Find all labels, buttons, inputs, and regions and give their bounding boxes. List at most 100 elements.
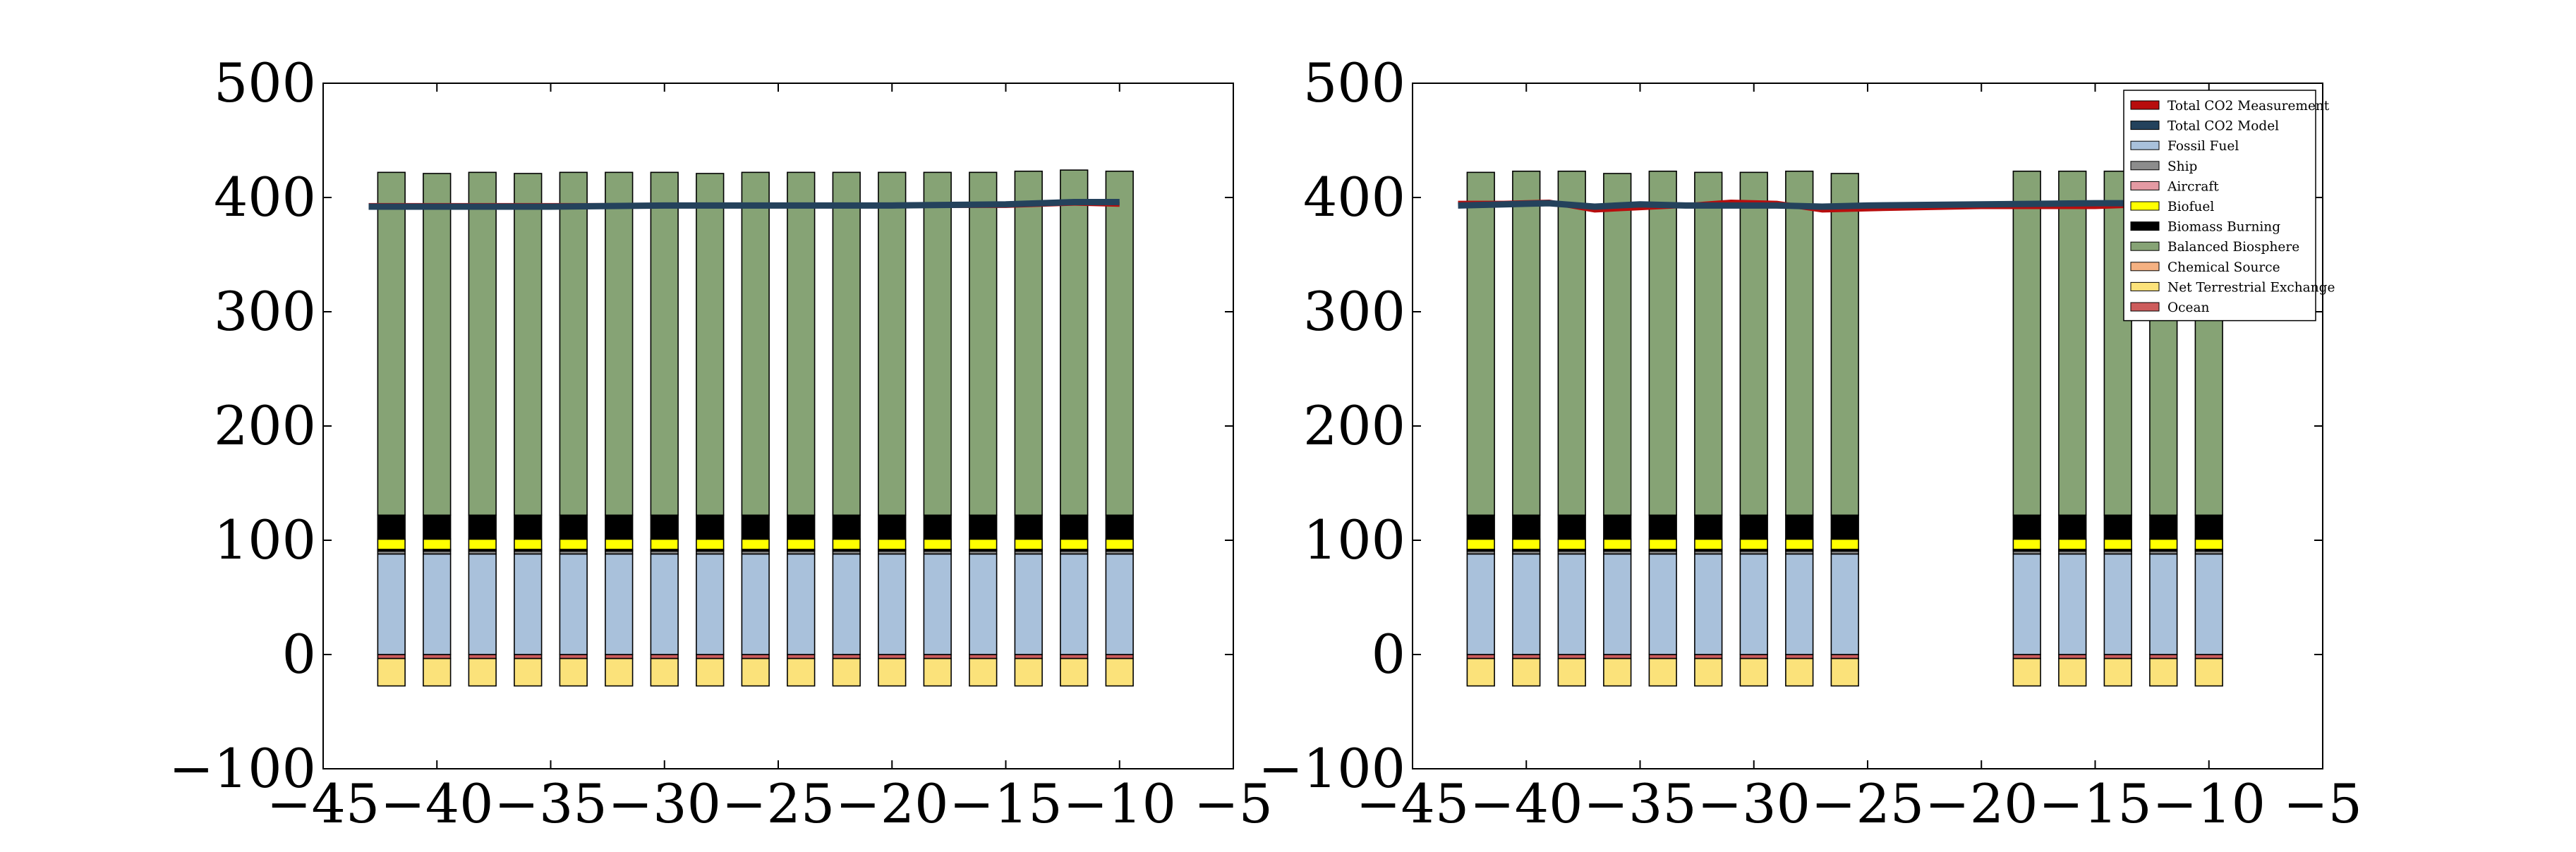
bar-biofuel bbox=[1830, 538, 1859, 550]
line-total-co2-model bbox=[368, 198, 1120, 210]
bar-biofuel bbox=[1694, 538, 1723, 550]
bar-net-terrestrial-exchange bbox=[1466, 657, 1495, 687]
x-tick-label: −10 bbox=[1063, 772, 1176, 835]
bar-biofuel bbox=[696, 538, 725, 550]
bar-net-terrestrial-exchange bbox=[1739, 657, 1768, 687]
bar-fossil-fuel bbox=[2058, 553, 2087, 655]
bar-biomass-burning bbox=[1739, 514, 1768, 540]
bar-fossil-fuel bbox=[2012, 553, 2041, 655]
bar-balanced-biosphere bbox=[696, 173, 725, 516]
axes-frame bbox=[322, 83, 1234, 769]
bar-balanced-biosphere bbox=[832, 171, 861, 516]
bar-balanced-biosphere bbox=[605, 171, 634, 516]
bar-net-terrestrial-exchange bbox=[1512, 657, 1541, 687]
bar-biomass-burning bbox=[696, 514, 725, 540]
bar-ocean bbox=[514, 654, 543, 659]
bar-fossil-fuel bbox=[2149, 553, 2178, 655]
bar-biofuel bbox=[1105, 538, 1134, 550]
bar-balanced-biosphere bbox=[878, 171, 907, 516]
bar-balanced-biosphere bbox=[514, 173, 543, 516]
bar-fossil-fuel bbox=[2194, 553, 2223, 655]
bar-fossil-fuel bbox=[1105, 553, 1134, 655]
bar-ocean bbox=[1512, 654, 1541, 659]
bar-biomass-burning bbox=[1557, 514, 1586, 540]
bar-ocean bbox=[2194, 654, 2223, 659]
bar-balanced-biosphere bbox=[1830, 173, 1859, 516]
legend-swatch-total-co2-measurement bbox=[2130, 100, 2160, 110]
legend-label-balanced-biosphere: Balanced Biosphere bbox=[2167, 240, 2299, 255]
bar-ocean bbox=[468, 654, 497, 659]
legend-label-aircraft: Aircraft bbox=[2167, 179, 2219, 194]
legend-label-biomass-burning: Biomass Burning bbox=[2167, 220, 2280, 235]
y-tick-label: 100 bbox=[214, 509, 316, 571]
bar-fossil-fuel bbox=[1014, 553, 1043, 655]
legend: Total CO2 Measurement Total CO2 Model Foss… bbox=[2123, 90, 2335, 322]
bar-biofuel bbox=[878, 538, 907, 550]
bar-biomass-burning bbox=[605, 514, 634, 540]
x-tick-label: −5 bbox=[2283, 772, 2362, 835]
bar-fossil-fuel bbox=[878, 553, 907, 655]
y-tick-label: 200 bbox=[1303, 394, 1405, 457]
bar-net-terrestrial-exchange bbox=[423, 657, 452, 687]
y-tick-label: 500 bbox=[1303, 51, 1405, 114]
bar-balanced-biosphere bbox=[1739, 171, 1768, 516]
x-tick-label: −35 bbox=[494, 772, 607, 835]
bar-net-terrestrial-exchange bbox=[2058, 657, 2087, 687]
bar-biomass-burning bbox=[1512, 514, 1541, 540]
bar-fossil-fuel bbox=[741, 553, 770, 655]
bar-balanced-biosphere bbox=[923, 171, 952, 516]
bar-biofuel bbox=[650, 538, 679, 550]
bar-net-terrestrial-exchange bbox=[878, 657, 907, 687]
bar-ocean bbox=[1830, 654, 1859, 659]
left-chart: −45 −40 −35 −30 −25 −20 −15 −10 −5 −100 0 100 200 300… bbox=[169, 51, 1273, 835]
bar-ocean bbox=[1060, 654, 1089, 659]
bar-ocean bbox=[1105, 654, 1134, 659]
bar-biofuel bbox=[423, 538, 452, 550]
bar-biomass-burning bbox=[514, 514, 543, 540]
legend-swatch-biofuel bbox=[2130, 201, 2160, 211]
bar-balanced-biosphere bbox=[559, 171, 588, 516]
x-tick-label: −10 bbox=[2153, 772, 2266, 835]
bar-biofuel bbox=[2149, 538, 2178, 550]
bar-fossil-fuel bbox=[1739, 553, 1768, 655]
legend-label-total-co2-model: Total CO2 Model bbox=[2167, 119, 2279, 134]
y-tick-label: −100 bbox=[169, 737, 316, 800]
bar-fossil-fuel bbox=[423, 553, 452, 655]
x-tick-label: −15 bbox=[949, 772, 1062, 835]
bar-balanced-biosphere bbox=[468, 171, 497, 516]
bar-net-terrestrial-exchange bbox=[1557, 657, 1586, 687]
bar-biofuel bbox=[1603, 538, 1632, 550]
bar-ocean bbox=[377, 654, 406, 659]
lines bbox=[368, 198, 1120, 210]
x-tick-label: −40 bbox=[380, 772, 493, 835]
bar-ocean bbox=[1739, 654, 1768, 659]
bar-net-terrestrial-exchange bbox=[559, 657, 588, 687]
bar-fossil-fuel bbox=[1694, 553, 1723, 655]
y-tick-label: 500 bbox=[214, 51, 316, 114]
bar-net-terrestrial-exchange bbox=[468, 657, 497, 687]
bar-net-terrestrial-exchange bbox=[1830, 657, 1859, 687]
bar-net-terrestrial-exchange bbox=[787, 657, 816, 687]
legend-swatch-balanced-biosphere bbox=[2130, 241, 2160, 251]
legend-swatch-net-terrestrial-exchange bbox=[2130, 281, 2160, 291]
bar-biomass-burning bbox=[1830, 514, 1859, 540]
bar-biofuel bbox=[1512, 538, 1541, 550]
bar-biofuel bbox=[1557, 538, 1586, 550]
bar-ocean bbox=[1648, 654, 1677, 659]
lines bbox=[1458, 199, 2209, 213]
x-tick-label: −30 bbox=[1698, 772, 1810, 835]
bar-net-terrestrial-exchange bbox=[2194, 657, 2223, 687]
bar-biomass-burning bbox=[468, 514, 497, 540]
bar-biomass-burning bbox=[2012, 514, 2041, 540]
legend-label-ocean: Ocean bbox=[2167, 300, 2210, 315]
bar-net-terrestrial-exchange bbox=[923, 657, 952, 687]
ticks: −45 −40 −35 −30 −25 −20 −15 −10 −5 −100 0 100 200 300… bbox=[1258, 51, 2362, 835]
bar-ocean bbox=[878, 654, 907, 659]
bar-biomass-burning bbox=[2149, 514, 2178, 540]
bar-fossil-fuel bbox=[969, 553, 998, 655]
bar-biofuel bbox=[923, 538, 952, 550]
bar-biofuel bbox=[1466, 538, 1495, 550]
bar-fossil-fuel bbox=[1830, 553, 1859, 655]
right-chart: −45 −40 −35 −30 −25 −20 −15 −10 −5 −100 0 100 200 300… bbox=[1258, 51, 2362, 835]
